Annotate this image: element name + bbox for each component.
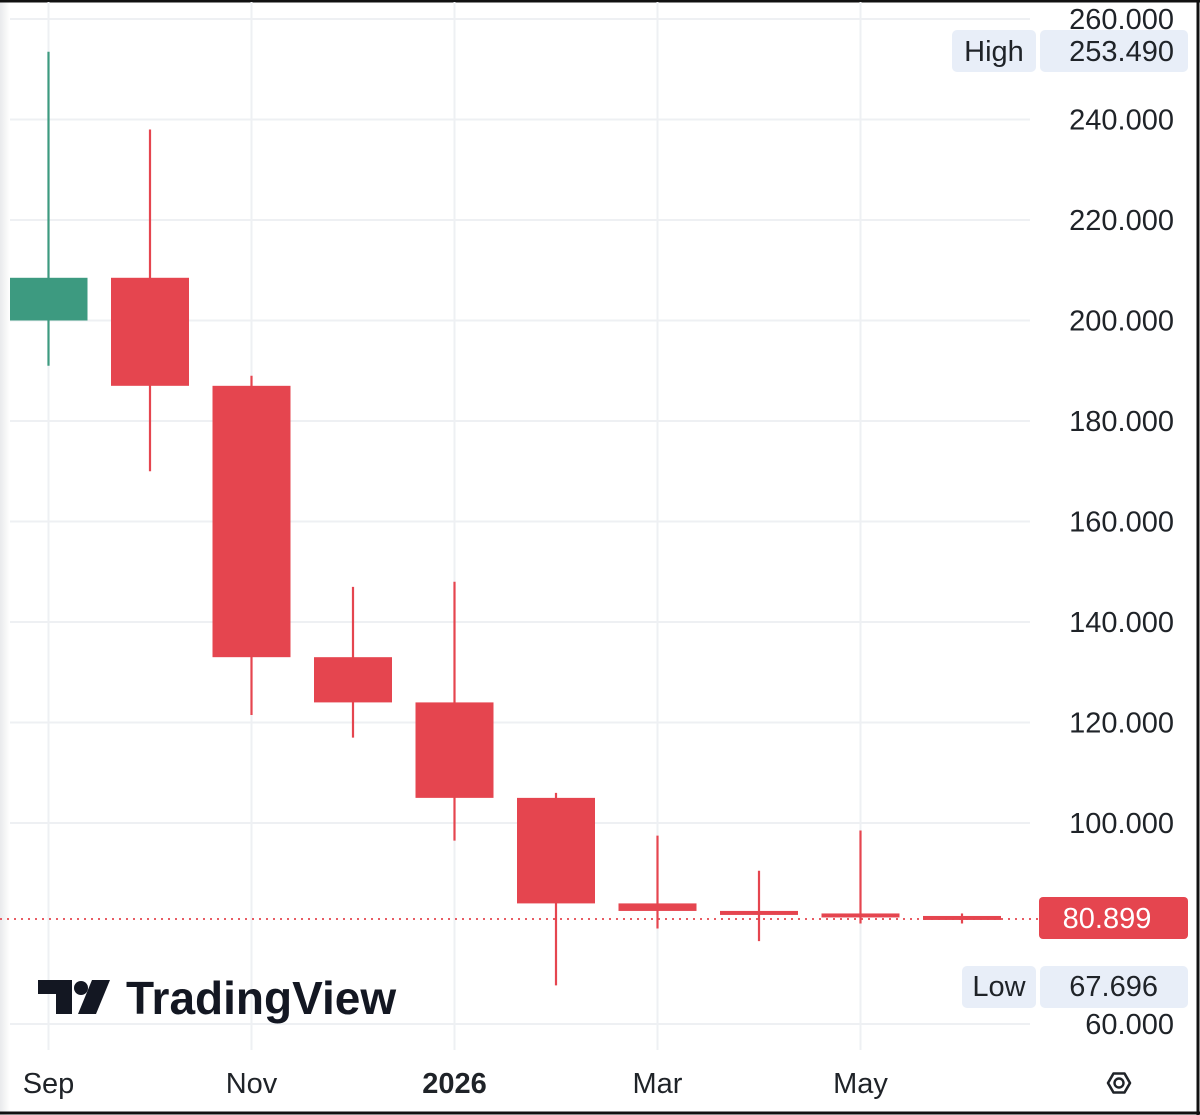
high-value-bg bbox=[1040, 30, 1188, 72]
low-value: 67.696 bbox=[1069, 971, 1158, 1003]
candle[interactable] bbox=[212, 375, 291, 715]
y-tick-label: 140.000 bbox=[1069, 607, 1174, 639]
x-tick-label: 2026 bbox=[422, 1068, 487, 1100]
candle-body bbox=[314, 657, 392, 703]
candle-body bbox=[517, 797, 595, 904]
x-tick-label: Sep bbox=[23, 1068, 75, 1100]
logo-wordmark: TradingView bbox=[126, 972, 396, 1024]
candle[interactable] bbox=[517, 792, 595, 986]
high-label: High bbox=[964, 36, 1024, 68]
y-tick-label: 60.000 bbox=[1085, 1009, 1174, 1041]
low-value-bg bbox=[1040, 966, 1188, 1008]
candle[interactable] bbox=[111, 129, 189, 472]
low-label: Low bbox=[972, 971, 1026, 1003]
candle[interactable] bbox=[821, 830, 900, 924]
candle-body bbox=[923, 915, 1001, 920]
high-badge: High 253.490 bbox=[952, 30, 1188, 72]
low-badge: Low 67.696 bbox=[962, 966, 1188, 1008]
candle-body bbox=[212, 385, 291, 658]
candle[interactable] bbox=[720, 870, 798, 942]
x-axis: Sep Nov 2026 Mar May bbox=[23, 1068, 889, 1100]
candle[interactable] bbox=[314, 586, 392, 738]
low-label-bg bbox=[962, 966, 1036, 1008]
last-price-badge: 80.899 bbox=[1039, 897, 1188, 939]
candle-body bbox=[720, 910, 798, 915]
x-tick-label: Nov bbox=[226, 1068, 278, 1100]
x-tick-label: May bbox=[833, 1068, 888, 1100]
grid-layer bbox=[10, 2, 1030, 1050]
candle-body bbox=[10, 277, 88, 321]
candle-body bbox=[618, 903, 697, 911]
y-tick-label: 220.000 bbox=[1069, 205, 1174, 237]
tradingview-logo: TradingView bbox=[38, 972, 396, 1024]
y-tick-label: 200.000 bbox=[1069, 306, 1174, 338]
candle[interactable] bbox=[618, 835, 697, 929]
candle-body bbox=[415, 702, 494, 798]
y-tick-label: 180.000 bbox=[1069, 406, 1174, 438]
candle[interactable] bbox=[415, 581, 494, 841]
hexagon-settings-icon[interactable] bbox=[1106, 1072, 1132, 1094]
y-tick-label: 120.000 bbox=[1069, 708, 1174, 740]
candles-layer bbox=[10, 51, 1001, 986]
last-price-bg bbox=[1039, 897, 1188, 939]
tradingview-tv-logo-icon bbox=[38, 980, 110, 1014]
high-label-bg bbox=[952, 30, 1036, 72]
left-edge-shadow bbox=[0, 0, 10, 1115]
candle-body bbox=[821, 913, 900, 918]
y-tick-label: 240.000 bbox=[1069, 105, 1174, 137]
candle[interactable] bbox=[923, 913, 1001, 924]
y-tick-label: 160.000 bbox=[1069, 507, 1174, 539]
last-price-value: 80.899 bbox=[1063, 903, 1152, 935]
candle-body bbox=[111, 277, 189, 386]
y-tick-label: 100.000 bbox=[1069, 808, 1174, 840]
candle[interactable] bbox=[10, 51, 88, 366]
high-value: 253.490 bbox=[1069, 36, 1174, 68]
x-tick-label: Mar bbox=[633, 1068, 683, 1100]
